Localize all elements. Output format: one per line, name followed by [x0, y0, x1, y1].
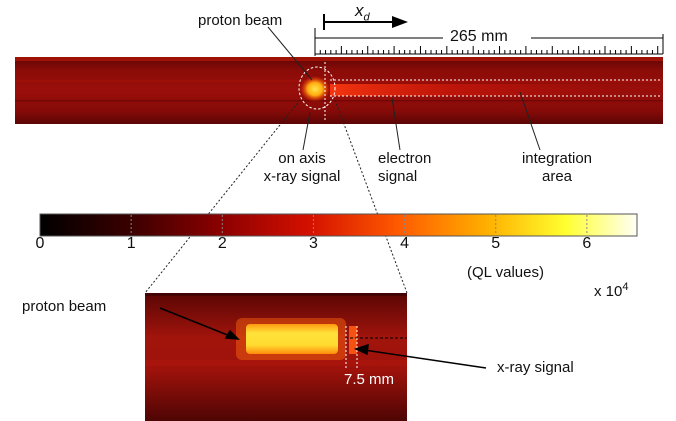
- zoom-proton-beam: [246, 324, 338, 354]
- detector-image-strip: [15, 57, 663, 124]
- colorbar-tick-label: 6: [582, 235, 592, 252]
- xd-label: xd: [355, 2, 370, 26]
- integration-area-label: integration area: [521, 150, 593, 185]
- electron-signal-label: electron signal: [378, 150, 432, 185]
- electron-signal-streak: [330, 84, 630, 96]
- length-dimension-line: [315, 34, 664, 54]
- on-axis-xray-label: on axis x-ray signal: [263, 150, 341, 185]
- colorbar-tick-label: 0: [35, 235, 45, 252]
- xd-arrow: [323, 14, 408, 30]
- zoom-proton-beam-label: proton beam: [22, 298, 107, 315]
- colorbar-tick-label: 3: [308, 235, 318, 252]
- inset-arrows: [159, 307, 487, 369]
- proton-beam-label: proton beam: [198, 12, 283, 29]
- on-axis-xray-spot: [300, 76, 330, 102]
- colorbar-tick-label: 2: [217, 235, 227, 252]
- colorbar-tick-label: 1: [126, 235, 136, 252]
- xd-main: x: [355, 1, 364, 20]
- scale-exp: 4: [622, 281, 629, 293]
- zoom-distance-label: 7.5 mm: [344, 371, 395, 388]
- scale-base: x 10: [594, 283, 623, 300]
- colorbar-scale-label: x 104: [594, 278, 628, 301]
- length-label: 265 mm: [450, 28, 508, 45]
- colorbar-tick-label: 5: [491, 235, 501, 252]
- zoom-inset-image: [145, 293, 407, 421]
- zoom-xray-signal: [349, 326, 357, 354]
- integration-area-box: [330, 79, 662, 97]
- beam-spot-circle: [298, 66, 336, 110]
- xd-sub: d: [363, 11, 370, 24]
- zoom-projection-lines: [144, 99, 408, 294]
- leader-lines: [267, 26, 541, 151]
- zoom-xray-label: x-ray signal: [497, 359, 574, 376]
- colorbar-unit-label: (QL values): [467, 264, 544, 281]
- ruler: [314, 28, 664, 56]
- colorbar: [39, 213, 638, 237]
- colorbar-tick-label: 4: [400, 235, 410, 252]
